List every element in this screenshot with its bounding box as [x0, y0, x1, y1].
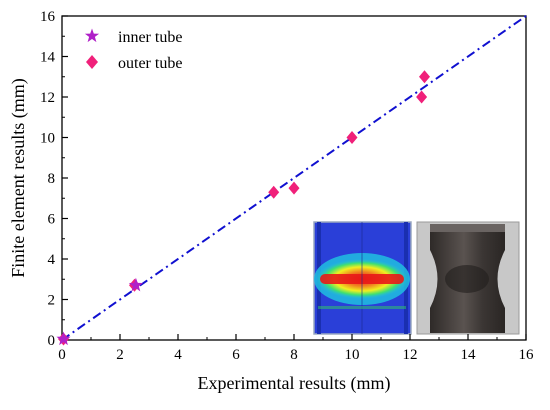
axis-ticks: 0 2 4 6 8 10 12 14 16 0 2 4 6 8 10 12 14 16 [40, 9, 534, 363]
x-tick-label: 16 [519, 347, 535, 363]
y-tick-label: 16 [40, 9, 56, 25]
x-tick-label: 12 [403, 347, 418, 363]
fe-contour-inset [313, 221, 412, 335]
y-tick-label: 8 [48, 171, 56, 187]
y-tick-label: 14 [40, 50, 56, 66]
legend-label-inner-tube: inner tube [118, 29, 182, 46]
y-tick-label: 10 [40, 131, 55, 147]
x-tick-label: 14 [461, 347, 477, 363]
specimen-photo-inset [416, 221, 520, 335]
x-axis-title: Experimental results (mm) [198, 373, 391, 394]
legend-label-outer-tube: outer tube [118, 55, 182, 72]
legend-star-icon [84, 28, 100, 43]
x-tick-label: 8 [290, 347, 298, 363]
legend: inner tube outer tube [84, 28, 182, 72]
outer-tube-point [288, 181, 300, 195]
x-tick-label: 6 [232, 347, 240, 363]
outer-tube-point [416, 90, 428, 104]
x-tick-label: 10 [345, 347, 360, 363]
outer-tube-point [268, 185, 280, 199]
y-axis-title: Finite element results (mm) [8, 78, 29, 277]
inner-tube-point [128, 277, 143, 292]
y-tick-label: 0 [48, 333, 56, 349]
x-tick-label: 0 [58, 347, 66, 363]
data-points [56, 70, 430, 346]
outer-tube-point [346, 131, 358, 144]
y-tick-label: 2 [48, 293, 56, 309]
y-tick-label: 4 [48, 252, 56, 268]
outer-tube-point [419, 70, 430, 84]
x-tick-label: 2 [116, 347, 124, 363]
x-tick-label: 4 [174, 347, 182, 363]
inner-tube-point [56, 331, 71, 346]
y-tick-label: 6 [48, 212, 56, 228]
legend-diamond-icon [86, 55, 98, 69]
y-tick-label: 12 [40, 90, 55, 106]
